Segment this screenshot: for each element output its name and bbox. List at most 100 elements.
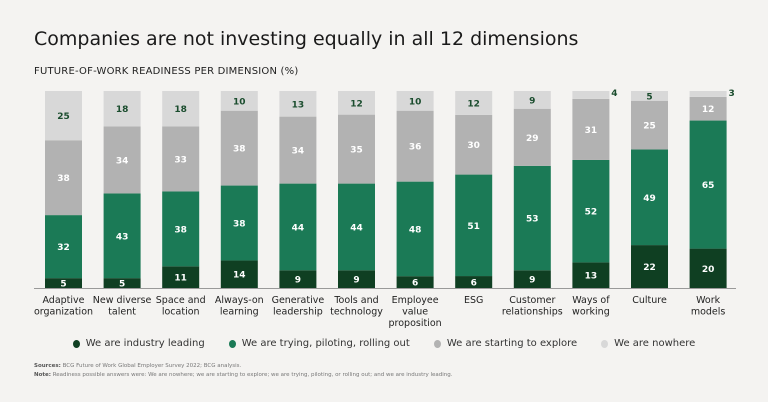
legend-item: We are industry leading	[72, 338, 205, 349]
bar-segment	[631, 100, 668, 150]
data-label: 36	[409, 143, 422, 153]
legend-swatch	[601, 339, 609, 348]
note-line: Note: Readiness possible answers were: W…	[34, 372, 453, 378]
data-label: 18	[174, 105, 187, 115]
legend-label: We are nowhere	[614, 338, 696, 349]
data-label: 5	[119, 280, 125, 290]
bar-segment	[631, 91, 668, 101]
sources-line: Sources: BCG Future of Work Global Emplo…	[34, 363, 242, 369]
legend-item: We are trying, piloting, rolling out	[228, 338, 410, 349]
data-label: 34	[116, 156, 129, 166]
category-label: location	[162, 307, 200, 318]
data-label: 11	[174, 274, 187, 284]
bar-segment	[162, 91, 200, 127]
legend-label: We are starting to explore	[446, 338, 578, 349]
legend-swatch	[433, 339, 441, 348]
bar-segment	[220, 91, 258, 111]
data-label: 5	[646, 92, 652, 102]
data-label: 9	[353, 276, 359, 286]
bar-segment	[513, 165, 551, 271]
bar-segment	[455, 276, 493, 288]
bar-segment	[455, 174, 493, 277]
bar-segment	[338, 183, 375, 271]
bar-segment	[689, 96, 727, 121]
bar-segment	[103, 91, 141, 127]
bar-segment	[45, 278, 82, 288]
data-label: 38	[233, 219, 246, 229]
bar-segment	[103, 278, 141, 288]
data-label: 30	[467, 141, 480, 151]
bar-segment	[279, 91, 317, 117]
data-label: 25	[643, 122, 656, 132]
data-label: 9	[529, 276, 535, 286]
data-label: 43	[116, 232, 129, 242]
category-label: Work	[696, 295, 721, 306]
data-label: 44	[350, 223, 363, 233]
bar-segment	[396, 110, 434, 182]
data-label: 10	[409, 97, 422, 107]
category-label: talent	[108, 307, 136, 318]
footnotes: Sources: BCG Future of Work Global Emplo…	[34, 362, 453, 380]
category-label: learning	[220, 307, 259, 318]
data-label: 6	[412, 279, 418, 289]
category-label: technology	[330, 307, 383, 318]
bar-segment	[572, 159, 610, 263]
data-label: 25	[57, 112, 70, 122]
data-label: 13	[292, 100, 305, 110]
category-label: proposition	[389, 318, 442, 329]
bar-segment	[279, 270, 317, 288]
category-label: Tools and	[333, 295, 378, 306]
data-label: 53	[526, 215, 539, 225]
bar-segment	[631, 245, 668, 288]
bar-segment	[396, 91, 434, 111]
data-label: 38	[233, 145, 246, 155]
category-label: Customer	[509, 295, 555, 306]
data-label: 32	[57, 243, 70, 253]
bar-segment	[162, 266, 200, 288]
data-label: 14	[233, 271, 246, 281]
bar-segment	[455, 114, 493, 175]
data-label: 38	[174, 225, 187, 235]
category-label: Generative	[272, 295, 325, 306]
data-label: 13	[585, 272, 598, 282]
bar-segment	[455, 91, 493, 115]
data-label: 18	[116, 105, 129, 115]
category-label: working	[572, 307, 610, 318]
legend-item: We are starting to explore	[433, 338, 578, 349]
category-label: value	[402, 307, 428, 318]
category-label: Employee	[392, 295, 439, 306]
bar-segment	[513, 108, 551, 166]
category-label: ESG	[464, 295, 483, 306]
chart-title: FUTURE-OF-WORK READINESS PER DIMENSION (…	[34, 66, 299, 77]
data-label: 51	[467, 222, 480, 232]
data-label: 38	[57, 174, 70, 184]
bar-segment	[220, 260, 258, 288]
legend-label: We are industry leading	[85, 338, 205, 349]
bar-segment	[162, 191, 200, 267]
data-label: 44	[292, 223, 305, 233]
category-label: models	[691, 307, 726, 318]
bar-segment	[396, 276, 434, 288]
bar-segment	[513, 91, 551, 109]
data-label: 12	[467, 99, 480, 109]
data-label: 34	[292, 147, 305, 157]
bar-segment	[338, 270, 375, 288]
data-label: 12	[702, 105, 715, 115]
data-label: 65	[702, 181, 715, 191]
bar-segment	[103, 126, 141, 194]
data-label: 52	[585, 208, 598, 218]
category-label: organization	[34, 307, 93, 318]
legend-swatch	[228, 339, 236, 348]
data-label: 31	[585, 126, 598, 136]
bar-segment	[338, 91, 375, 115]
bar-segment	[45, 91, 82, 141]
category-label: Adaptive	[42, 295, 84, 306]
bar-segment	[103, 193, 141, 279]
data-label: 22	[643, 263, 656, 273]
legend: We are industry leading We are trying, pi…	[0, 338, 768, 349]
legend-swatch	[72, 339, 80, 348]
bar-segment	[162, 126, 200, 192]
data-label: 48	[409, 225, 422, 235]
data-label: 35	[350, 146, 363, 156]
